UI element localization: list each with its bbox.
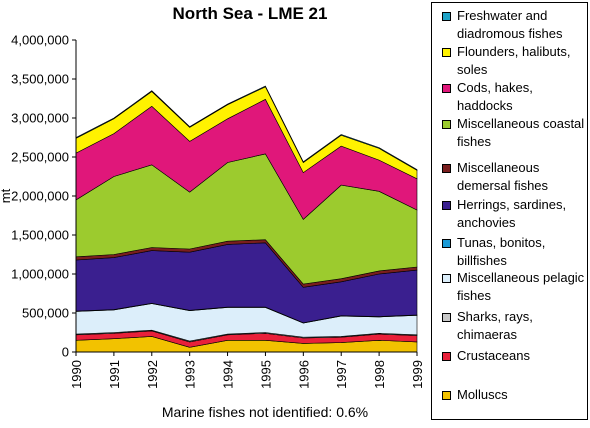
legend-label: Miscellaneous coastal fishes: [457, 116, 585, 149]
x-tick-label: 1995: [258, 360, 273, 389]
legend-swatch: [442, 391, 451, 400]
legend-label: Molluscs: [457, 387, 508, 402]
y-tick-label: 1,000,000: [11, 267, 69, 282]
x-tick-label: 1990: [69, 360, 84, 389]
legend-label: Herrings, sardines, anchovies: [457, 197, 567, 230]
x-tick-label: 1999: [410, 360, 425, 389]
y-axis-label: mt: [0, 188, 13, 203]
chart-legend: Freshwater and diadromous fishes Flounder…: [431, 2, 588, 420]
y-tick-label: 2,500,000: [11, 150, 69, 165]
legend-swatch: [442, 201, 451, 210]
x-tick-label: 1997: [334, 360, 349, 389]
legend-label: Sharks, rays, chimaeras: [457, 309, 533, 342]
chart-title: North Sea - LME 21: [172, 4, 328, 23]
legend-swatch: [442, 84, 451, 93]
area-series-10: [75, 85, 418, 171]
legend-swatch: [442, 120, 451, 129]
legend-swatch: [442, 274, 451, 283]
legend-swatch: [442, 313, 451, 322]
y-tick-label: 3,500,000: [11, 72, 69, 87]
legend-label: Cods, hakes, haddocks: [457, 80, 533, 113]
legend-swatch: [442, 352, 451, 361]
y-tick-label: 500,000: [22, 306, 69, 321]
legend-label: Freshwater and diadromous fishes: [457, 8, 563, 41]
legend-label: Crustaceans: [457, 348, 530, 363]
y-tick-label: 1,500,000: [11, 228, 69, 243]
legend-label: Miscellaneous pelagic fishes: [457, 270, 585, 303]
x-tick-label: 1994: [221, 360, 236, 389]
legend-swatch: [442, 12, 451, 21]
x-tick-label: 1996: [296, 360, 311, 389]
y-tick-label: 2,000,000: [11, 189, 69, 204]
legend-label: Flounders, halibuts, soles: [457, 44, 571, 77]
x-tick-label: 1998: [372, 360, 387, 389]
x-tick-label: 1991: [107, 360, 122, 389]
chart-plot: 0 500,000 1,000,000 1,500,000 2,000,000 2,500…: [0, 33, 425, 389]
y-tick-label: 0: [62, 345, 69, 360]
y-tick-label: 4,000,000: [11, 33, 69, 48]
legend-label: Miscellaneous demersal fishes: [457, 160, 549, 193]
legend-swatch: [442, 164, 451, 173]
legend-swatch: [442, 48, 451, 57]
x-tick-label: 1992: [145, 360, 160, 389]
chart-footnote: Marine fishes not identified: 0.6%: [161, 404, 369, 420]
y-tick-label: 3,000,000: [11, 111, 69, 126]
legend-swatch: [442, 239, 451, 248]
x-tick-label: 1993: [183, 360, 198, 389]
legend-label: Tunas, bonitos, billfishes: [457, 235, 546, 268]
